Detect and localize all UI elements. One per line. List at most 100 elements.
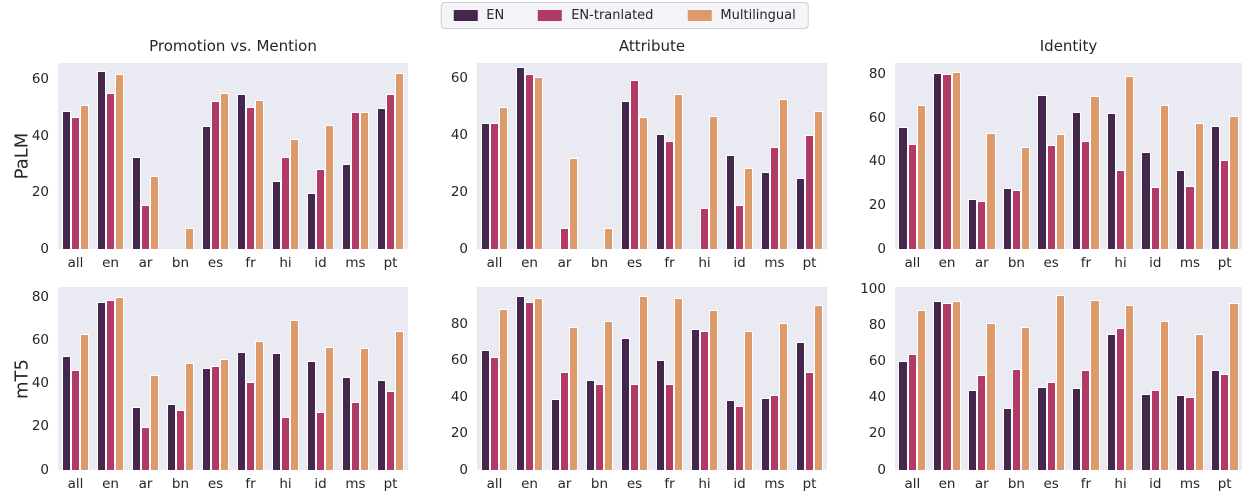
bar-multilingual-all — [80, 334, 90, 470]
bar-en-tranlated-ar — [559, 371, 570, 470]
x-tick-label: all — [486, 476, 503, 492]
bar-en-tranlated-ar — [977, 201, 987, 249]
bar-en-tranlated-pt — [1220, 373, 1230, 470]
y-tick-label: 40 — [868, 389, 886, 406]
y-tick-label: 20 — [450, 424, 468, 441]
bar-multilingual-ar — [150, 375, 160, 470]
bar-multilingual-en — [951, 301, 961, 470]
bar-en-en — [96, 71, 106, 249]
legend-item-en: EN — [453, 8, 504, 23]
y-tick-label: 60 — [450, 352, 468, 368]
subplot-palm-1: Attribute 0 20 40 60 all en ar bn es fr hi id ms pt — [451, 39, 827, 270]
bar-en-all — [898, 360, 908, 470]
x-tick-label: pt — [802, 476, 817, 492]
x-tick-label: fr — [245, 476, 256, 492]
y-tick-label: 60 — [450, 69, 468, 86]
bar-en-tranlated-id — [315, 411, 326, 470]
bar-multilingual-fr — [255, 99, 265, 249]
x-tick-label: bn — [1007, 476, 1026, 492]
bar-en-id — [306, 192, 316, 249]
bar-en-tranlated-en — [105, 299, 116, 470]
bar-en-tranlated-ar — [140, 426, 151, 470]
bar-en-hi — [271, 352, 281, 470]
subplot-mt5-1: 0 20 40 60 80 all en ar bn es fr hi id ms pt — [451, 287, 827, 491]
bar-en-ar — [131, 406, 141, 470]
x-tick-label: hi — [279, 255, 292, 271]
bar-en-tranlated-pt — [385, 94, 396, 249]
x-tick-label: ms — [345, 476, 366, 492]
x-tick-label: en — [938, 476, 956, 492]
x-tick-label: ar — [557, 476, 572, 492]
x-tick-label: bn — [590, 476, 609, 492]
x-tick-label: es — [626, 476, 643, 492]
bar-en-tranlated-es — [629, 80, 640, 249]
bar-multilingual-pt — [1229, 116, 1239, 249]
bar-en-tranlated-ar — [559, 227, 570, 249]
bar-en-bn — [585, 379, 595, 470]
x-tick-label: es — [626, 255, 643, 271]
legend-swatch-multilingual-icon — [687, 10, 712, 21]
subplot-mt5-0: 0 20 40 60 80 all en ar bn es fr hi id ms pt — [32, 287, 408, 491]
x-tick-label: all — [904, 255, 921, 271]
bar-en-tranlated-es — [210, 101, 221, 249]
bar-en-tranlated-pt — [385, 391, 396, 470]
bar-en-fr — [655, 359, 665, 470]
bar-multilingual-pt — [814, 305, 824, 470]
bar-multilingual-bn — [604, 227, 614, 249]
bar-en-id — [725, 155, 735, 249]
bar-en-tranlated-hi — [699, 207, 710, 249]
legend: EN EN-tranlated Multilingual — [440, 2, 809, 29]
bar-en-ar — [967, 389, 978, 470]
bar-en-tranlated-es — [1046, 144, 1056, 249]
bar-multilingual-bn — [185, 227, 195, 249]
x-tick-label: ar — [557, 255, 572, 271]
x-tick-label: hi — [698, 255, 711, 271]
bar-en-es — [201, 126, 211, 249]
y-tick-label: 20 — [31, 183, 49, 200]
bar-multilingual-ms — [1194, 333, 1204, 470]
x-tick-label: fr — [664, 255, 675, 271]
subplot-palm-0: Promotion vs. Mention 0 20 40 60 all en ar bn es f… — [32, 39, 408, 270]
x-tick-label: pt — [802, 255, 817, 271]
bar-multilingual-ms — [779, 322, 789, 470]
bar-en-tranlated-en — [105, 92, 116, 249]
bar-en-id — [1141, 394, 1151, 470]
bar-en-tranlated-ms — [769, 146, 780, 249]
bar-en-en — [96, 302, 106, 470]
bar-en-tranlated-id — [734, 205, 745, 249]
bar-en-en — [933, 72, 943, 249]
bar-en-tranlated-pt — [1220, 159, 1230, 249]
bar-en-hi — [690, 328, 700, 470]
y-tick-label: 40 — [450, 126, 468, 143]
bar-en-tranlated-bn — [1011, 369, 1022, 470]
y-tick-label: 60 — [868, 109, 886, 126]
x-tick-label: bn — [1007, 255, 1026, 271]
x-tick-label: ms — [1179, 255, 1201, 271]
bar-en-fr — [1071, 387, 1082, 470]
bar-en-tranlated-hi — [280, 417, 291, 470]
bar-multilingual-fr — [674, 94, 684, 249]
bar-multilingual-es — [220, 92, 230, 249]
bar-en-pt — [795, 178, 805, 249]
bar-en-tranlated-en — [942, 303, 952, 470]
y-tick-label: 60 — [868, 353, 886, 370]
bar-multilingual-pt — [395, 331, 405, 470]
bar-en-tranlated-pt — [804, 371, 815, 470]
x-tick-label: id — [1149, 255, 1162, 271]
x-tick-label: id — [314, 255, 327, 271]
y-tick-label: 20 — [31, 418, 49, 435]
bar-en-fr — [236, 94, 246, 249]
bar-en-tranlated-id — [315, 168, 326, 249]
bar-multilingual-id — [1159, 105, 1170, 249]
x-tick-label: es — [1043, 255, 1059, 271]
bar-multilingual-ar — [986, 132, 996, 249]
bar-en-tranlated-id — [1150, 187, 1160, 249]
y-tick-label: 20 — [450, 183, 468, 200]
bar-en-tranlated-all — [70, 116, 81, 249]
bar-en-tranlated-all — [907, 353, 917, 470]
subplot-title: Identity — [1039, 37, 1098, 55]
x-tick-label: ar — [974, 476, 989, 492]
legend-item-en-tranlated: EN-tranlated — [538, 8, 653, 23]
bar-multilingual-ms — [360, 112, 370, 249]
